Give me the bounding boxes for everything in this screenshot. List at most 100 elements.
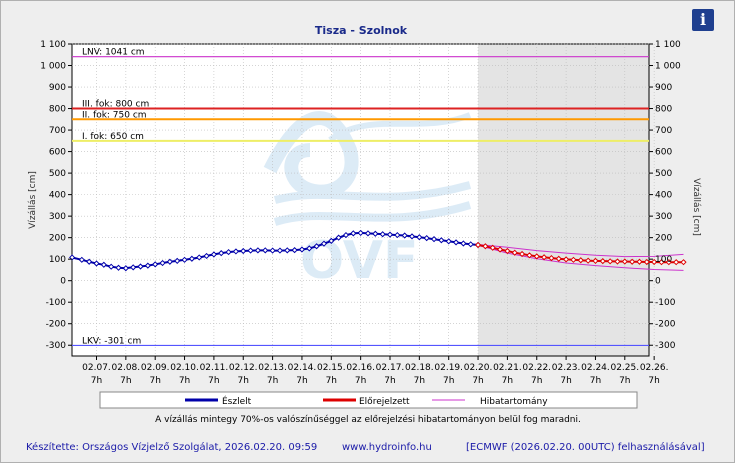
observed-point bbox=[181, 256, 188, 263]
y-tick-label-right: -300 bbox=[655, 341, 676, 351]
x-tick-label: 02.16. bbox=[346, 363, 375, 373]
observed-point bbox=[291, 247, 298, 254]
y-tick-label-left: -300 bbox=[46, 341, 67, 351]
y-tick-label-right: 800 bbox=[655, 105, 672, 115]
y-axis-left: -300 -200 -100 0 100 200 300 400 500 600 700 800 900… bbox=[40, 40, 72, 351]
observed-point bbox=[218, 250, 225, 257]
y-tick-label-right: 900 bbox=[655, 83, 672, 93]
observed-point bbox=[262, 247, 269, 254]
x-tick-label: 02.19. bbox=[434, 363, 463, 373]
info-icon: i bbox=[699, 10, 707, 29]
y-tick-label-left: 1 100 bbox=[40, 40, 66, 50]
x-tick-sublabel: 7h bbox=[502, 376, 513, 386]
x-tick-label: 02.14. bbox=[288, 363, 317, 373]
x-tick-label: 02.10. bbox=[170, 363, 199, 373]
observed-point bbox=[93, 260, 100, 267]
y-tick-label-left: 400 bbox=[49, 191, 66, 201]
x-tick-sublabel: 7h bbox=[355, 376, 366, 386]
x-tick-label: 02.24. bbox=[581, 363, 610, 373]
forecast-point bbox=[658, 259, 665, 266]
observed-point bbox=[130, 264, 137, 271]
x-tick-sublabel: 7h bbox=[590, 376, 601, 386]
observed-point bbox=[394, 231, 401, 239]
y-axis-label-right: Vízállás [cm] bbox=[691, 178, 701, 236]
observed-point bbox=[313, 243, 320, 250]
x-tick-sublabel: 7h bbox=[443, 376, 454, 386]
observed-point bbox=[108, 263, 115, 270]
observed-point bbox=[306, 245, 313, 252]
x-tick-label: 02.08. bbox=[112, 363, 141, 373]
forecast-point bbox=[540, 254, 548, 261]
observed-point bbox=[100, 261, 107, 268]
x-tick-sublabel: 7h bbox=[414, 376, 425, 386]
observed-point bbox=[203, 252, 210, 260]
observed-point bbox=[86, 258, 93, 265]
reference-label: III. fok: 800 cm bbox=[82, 100, 149, 110]
observed-point bbox=[328, 237, 335, 244]
y-tick-label-left: 1 000 bbox=[40, 62, 66, 72]
chart-title: Tisza - Szolnok bbox=[315, 24, 408, 37]
footer-credit: Készítette: Országos Vízjelző Szolgálat,… bbox=[26, 441, 317, 453]
y-tick-label-right: 400 bbox=[655, 191, 672, 201]
x-tick-sublabel: 7h bbox=[648, 376, 659, 386]
forecast-point bbox=[526, 252, 533, 259]
observed-point bbox=[379, 231, 386, 238]
x-tick-label: 02.21. bbox=[493, 363, 522, 373]
y-tick-label-right: -100 bbox=[655, 298, 676, 308]
observed-point bbox=[78, 256, 85, 263]
observed-point bbox=[69, 254, 76, 261]
footer-url[interactable]: www.hydroinfo.hu bbox=[342, 442, 432, 453]
observed-point bbox=[460, 240, 467, 247]
x-tick-label: 02.09. bbox=[141, 363, 170, 373]
forecast-point bbox=[629, 258, 636, 265]
observed-point bbox=[210, 251, 218, 258]
forecast-point bbox=[496, 246, 504, 253]
footer-source: [ECMWF (2026.02.20. 00UTC) felhasználásá… bbox=[466, 441, 705, 453]
watermark-text: OVF bbox=[300, 231, 419, 291]
observed-point bbox=[174, 257, 181, 265]
error-band-upper bbox=[478, 244, 684, 258]
observed-point bbox=[232, 248, 240, 255]
observed-point bbox=[188, 255, 195, 262]
observed-point bbox=[298, 246, 306, 253]
y-tick-label-right: 0 bbox=[655, 277, 661, 287]
forecast-point bbox=[533, 253, 540, 260]
observed-point bbox=[452, 239, 460, 246]
x-tick-sublabel: 7h bbox=[91, 376, 102, 386]
info-button[interactable]: i bbox=[692, 9, 714, 31]
legend: Észlelt Előrejelzett Hibatartomány bbox=[99, 391, 638, 409]
y-tick-label-left: 800 bbox=[49, 105, 66, 115]
observed-point bbox=[240, 247, 247, 255]
observed-point bbox=[276, 247, 284, 254]
forecast-point bbox=[518, 250, 526, 258]
y-tick-label-right: 100 bbox=[655, 255, 672, 265]
forecast-point bbox=[680, 259, 687, 266]
forecast-point bbox=[621, 258, 628, 265]
forecast-point bbox=[585, 257, 592, 264]
forecast-point bbox=[474, 241, 482, 249]
x-tick-label: 02.22. bbox=[522, 363, 551, 373]
forecast-point bbox=[570, 256, 577, 263]
forecast-point bbox=[614, 258, 621, 265]
legend-label-hibatartomany: Hibatartomány bbox=[480, 397, 548, 407]
legend-item-eszlelt: Észlelt bbox=[185, 395, 252, 407]
x-tick-sublabel: 7h bbox=[326, 376, 337, 386]
x-tick-sublabel: 7h bbox=[179, 376, 190, 386]
reference-label: I. fok: 650 cm bbox=[82, 132, 144, 142]
observed-point bbox=[386, 231, 394, 238]
observed-point bbox=[335, 234, 342, 241]
forecast-point bbox=[482, 243, 489, 250]
legend-label-elorejelzett: Előrejelzett bbox=[359, 397, 410, 407]
series-layer bbox=[69, 229, 687, 272]
y-tick-label-left: 100 bbox=[49, 255, 66, 265]
x-tick-sublabel: 7h bbox=[560, 376, 571, 386]
x-tick-label: 02.17. bbox=[376, 363, 405, 373]
forecast-point bbox=[511, 249, 518, 256]
observed-point bbox=[284, 247, 291, 254]
forecast-point bbox=[673, 259, 680, 266]
observed-point bbox=[225, 248, 232, 256]
y-tick-label-right: 1 100 bbox=[655, 40, 681, 50]
forecast-point bbox=[665, 259, 672, 266]
forecast-point bbox=[562, 256, 570, 263]
